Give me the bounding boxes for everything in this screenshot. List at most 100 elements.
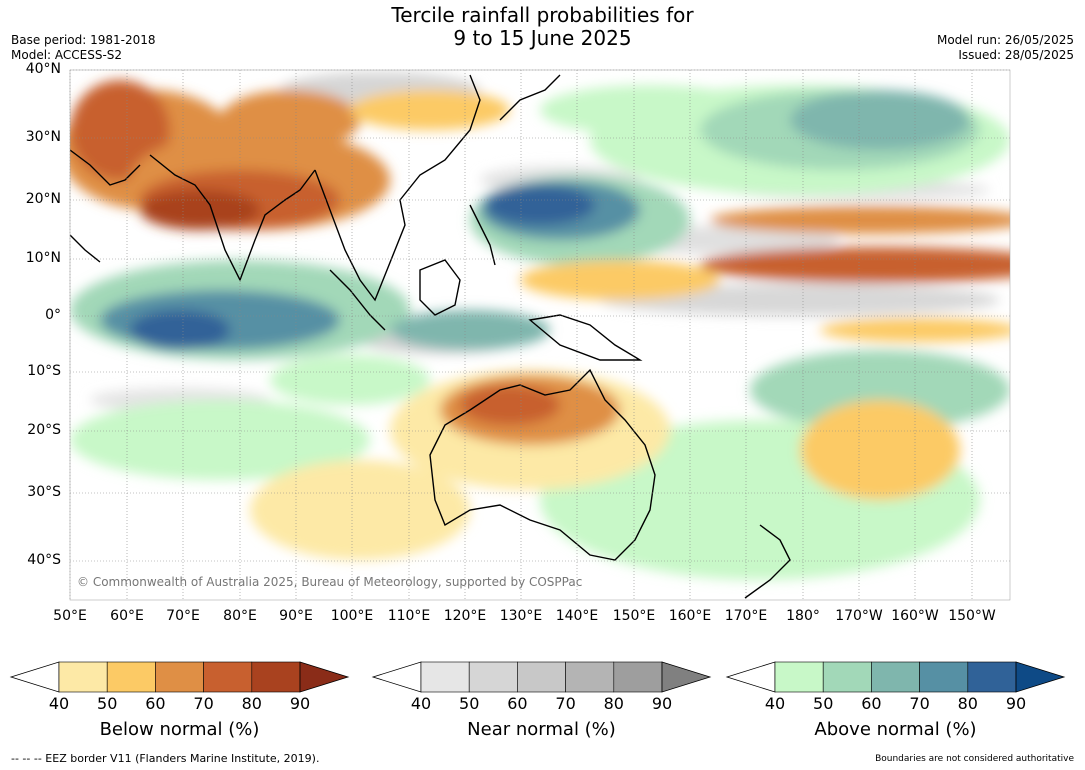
colorbar-tick-label: 90	[1005, 694, 1027, 713]
colorbar-segment	[58, 661, 108, 693]
lon-label: 70°E	[166, 608, 200, 624]
colorbar-high-arrow	[299, 661, 350, 693]
coast-sumatra	[329, 269, 386, 331]
above-normal-patch	[485, 185, 595, 225]
issued-date: Issued: 28/05/2025	[958, 48, 1074, 62]
lon-label: 80°E	[223, 608, 257, 624]
lon-label: 100°E	[330, 608, 374, 624]
colorbar-tick-label: 90	[289, 694, 311, 713]
lat-label: 20°S	[27, 422, 61, 438]
colorbar-tick-label: 80	[241, 694, 262, 713]
colorbar-segment	[774, 661, 824, 693]
colorbar-tick-label: 50	[813, 694, 834, 713]
colorbar-tick-label: 60	[507, 694, 528, 713]
lon-label: 90°E	[279, 608, 313, 624]
below-normal-patch	[700, 247, 1010, 283]
coast-philippines	[469, 204, 496, 266]
below-normal-patch	[70, 80, 170, 180]
lon-label: 50°E	[53, 608, 87, 624]
colorbar-segment	[106, 661, 156, 693]
colorbar-segment	[871, 661, 920, 693]
lon-label: 120°E	[443, 608, 487, 624]
lon-label: 160°E	[668, 608, 712, 624]
colorbar-tick-label: 70	[555, 694, 576, 713]
boundary-disclaimer: Boundaries are not considered authoritat…	[875, 754, 1074, 764]
coast-newzealand	[744, 524, 791, 599]
colorbar-segment	[420, 661, 470, 693]
lon-label: 60°E	[110, 608, 144, 624]
below-normal-patch	[250, 460, 470, 560]
base-period: Base period: 1981-2018	[11, 33, 156, 47]
coast-australia	[429, 368, 656, 561]
meta-right: Model run: 26/05/2025 Issued: 28/05/2025	[937, 33, 1074, 63]
colorbar-low-arrow	[9, 661, 60, 693]
colorbar-segment	[967, 661, 1017, 693]
lon-label: 140°E	[555, 608, 599, 624]
colorbar-tick-label: 90	[651, 694, 673, 713]
coast-newguinea	[528, 314, 643, 361]
colorbar-tick-label: 60	[145, 694, 166, 713]
colorbars	[9, 661, 1066, 693]
colorbar-tick-label: 40	[48, 694, 70, 713]
coast-japan	[499, 74, 561, 121]
colorbar-tick-label: 80	[957, 694, 978, 713]
below-normal-patch	[520, 260, 720, 300]
coast-arabia	[70, 149, 141, 186]
colorbar-segment	[565, 661, 615, 693]
model-name: Model: ACCESS-S2	[11, 48, 123, 62]
below-normal-patch	[140, 190, 260, 230]
colorbar-high-arrow	[1015, 661, 1066, 693]
below-normal-patch	[710, 206, 1010, 234]
coast-indochina	[314, 74, 481, 302]
above-normal-patch	[270, 355, 430, 405]
below-normal-patch	[350, 90, 510, 130]
colorbar-tick-label: 40	[764, 694, 786, 713]
lon-label: 170°E	[724, 608, 768, 624]
colorbar-segment	[468, 661, 518, 693]
colorbar-tick-label: 70	[909, 694, 930, 713]
map-title-line2: 9 to 15 June 2025	[453, 26, 632, 50]
lat-label: 10°N	[25, 250, 61, 266]
lon-label: 110°E	[387, 608, 431, 624]
lat-label: 40°S	[27, 552, 61, 568]
colorbar-segment	[613, 661, 663, 693]
map-title-line1: Tercile rainfall probabilities for	[391, 3, 694, 27]
coast-borneo	[419, 259, 461, 316]
above-normal-patch	[70, 400, 370, 480]
lon-label: 150°E	[612, 608, 656, 624]
colorbar-title: Near normal (%)	[467, 719, 616, 740]
lat-label: 30°N	[25, 129, 61, 145]
above-normal-patch	[390, 310, 550, 350]
map-title: Tercile rainfall probabilities for 9 to …	[0, 4, 1085, 50]
above-normal-patch	[790, 90, 970, 150]
lon-label: 170°W	[835, 608, 883, 624]
colorbar-tick-label: 40	[410, 694, 432, 713]
coast-africa-horn	[70, 234, 101, 263]
colorbar-tick-label: 50	[459, 694, 480, 713]
colorbar-title: Above normal (%)	[814, 719, 977, 740]
lat-label: 20°N	[25, 191, 61, 207]
above-normal-patch	[750, 350, 1010, 430]
colorbar-segment	[203, 661, 253, 693]
colorbar-segment	[251, 661, 301, 693]
map-frame	[69, 69, 1011, 601]
lon-label: 180°	[786, 608, 820, 624]
colorbar-tick-label: 50	[97, 694, 118, 713]
colorbar-segment	[919, 661, 969, 693]
lon-label: 130°E	[499, 608, 543, 624]
lon-label: 160°W	[891, 608, 939, 624]
model-run: Model run: 26/05/2025	[936, 33, 1074, 47]
lat-label: 40°N	[25, 61, 61, 77]
below-normal-patch	[220, 90, 360, 150]
lat-label: 30°S	[27, 484, 61, 500]
lat-label: 10°S	[27, 363, 61, 379]
below-normal-patch	[820, 318, 1010, 342]
below-normal-patch	[800, 400, 960, 500]
lat-label: 0°	[45, 307, 61, 323]
colorbar-low-arrow	[725, 661, 776, 693]
colorbar-segment	[822, 661, 872, 693]
colorbar-tick-label: 80	[603, 694, 624, 713]
colorbar-low-arrow	[371, 661, 422, 693]
colorbar-tick-label: 70	[193, 694, 214, 713]
